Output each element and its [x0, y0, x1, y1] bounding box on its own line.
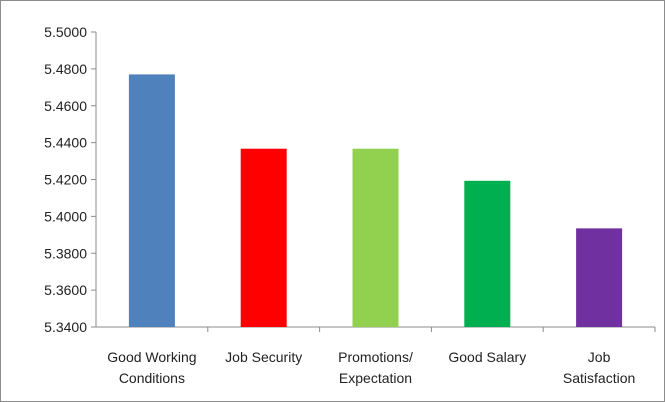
category-label: Promotions/ — [338, 349, 413, 365]
y-tick-label: 5.3600 — [44, 282, 87, 298]
bar — [352, 148, 399, 327]
category-label: Expectation — [339, 370, 412, 386]
y-tick-label: 5.3800 — [44, 245, 87, 261]
y-tick-label: 5.4200 — [44, 172, 87, 188]
axes — [91, 31, 656, 332]
category-label: Good Salary — [448, 349, 526, 365]
y-tick-label: 5.4000 — [44, 208, 87, 224]
category-label: Good Working — [107, 349, 196, 365]
y-tick-label: 5.4400 — [44, 135, 87, 151]
y-tick-label: 5.4600 — [44, 98, 87, 114]
y-tick-label: 5.4800 — [44, 61, 87, 77]
category-label: Satisfaction — [563, 370, 635, 386]
bars — [128, 74, 623, 327]
category-label: Conditions — [119, 370, 185, 386]
bar — [464, 180, 511, 327]
bar — [576, 228, 623, 327]
bar — [240, 148, 287, 327]
labels: 5.3400 5.3600 5.3800 5.4000 5.4200 5.4400 5.46… — [44, 24, 635, 386]
y-tick-label: 5.5000 — [44, 24, 87, 40]
y-tick-label: 5.3400 — [44, 319, 87, 335]
category-label: Job Security — [225, 349, 302, 365]
bar — [128, 74, 175, 327]
category-label: Job — [588, 349, 611, 365]
